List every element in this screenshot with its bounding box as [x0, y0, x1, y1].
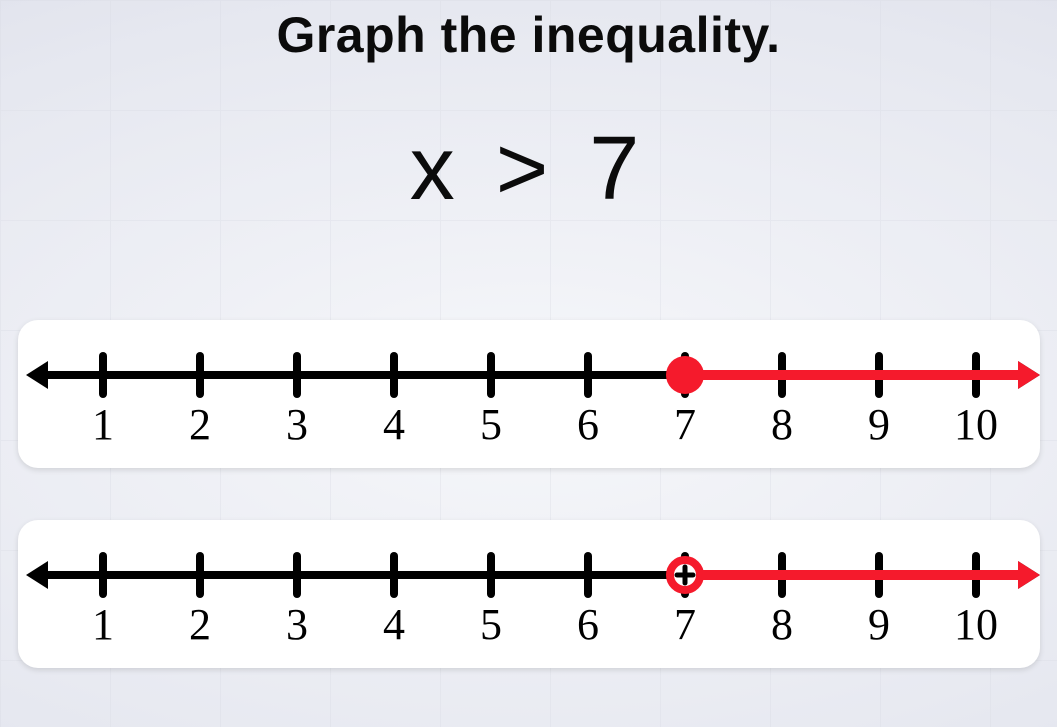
tick-label: 10 — [954, 400, 998, 449]
tick-label: 6 — [577, 600, 599, 649]
tick-label: 7 — [674, 600, 696, 649]
tick-label: 9 — [868, 400, 890, 449]
tick-label: 3 — [286, 400, 308, 449]
closed-circle-icon — [666, 356, 704, 394]
tick-label: 2 — [189, 400, 211, 449]
tick-label: 2 — [189, 600, 211, 649]
number-line-option-closed[interactable]: 1 2 3 4 5 6 7 8 9 10 — [18, 320, 1040, 468]
tick-label: 8 — [771, 400, 793, 449]
page: Graph the inequality. x > 7 12345678910 … — [0, 0, 1057, 727]
tick-label: 1 — [92, 600, 114, 649]
number-line-chart: 1 2 3 4 5 6 7 8 9 10 — [18, 520, 1040, 668]
number-line-chart: 1 2 3 4 5 6 7 8 9 10 — [18, 320, 1040, 468]
tick-label: 5 — [480, 400, 502, 449]
tick-label: 4 — [383, 600, 405, 649]
number-line-option-open[interactable]: 1 2 3 4 5 6 7 8 9 10 — [18, 520, 1040, 668]
tick-label: 1 — [92, 400, 114, 449]
tick-label: 3 — [286, 600, 308, 649]
tick-label: 5 — [480, 600, 502, 649]
tick-label: 4 — [383, 400, 405, 449]
tick-label: 6 — [577, 400, 599, 449]
tick-label: 9 — [868, 600, 890, 649]
page-title: Graph the inequality. — [0, 6, 1057, 64]
tick-label: 8 — [771, 600, 793, 649]
tick-label: 7 — [674, 400, 696, 449]
inequality-expression: x > 7 — [0, 118, 1057, 221]
tick-label: 10 — [954, 600, 998, 649]
